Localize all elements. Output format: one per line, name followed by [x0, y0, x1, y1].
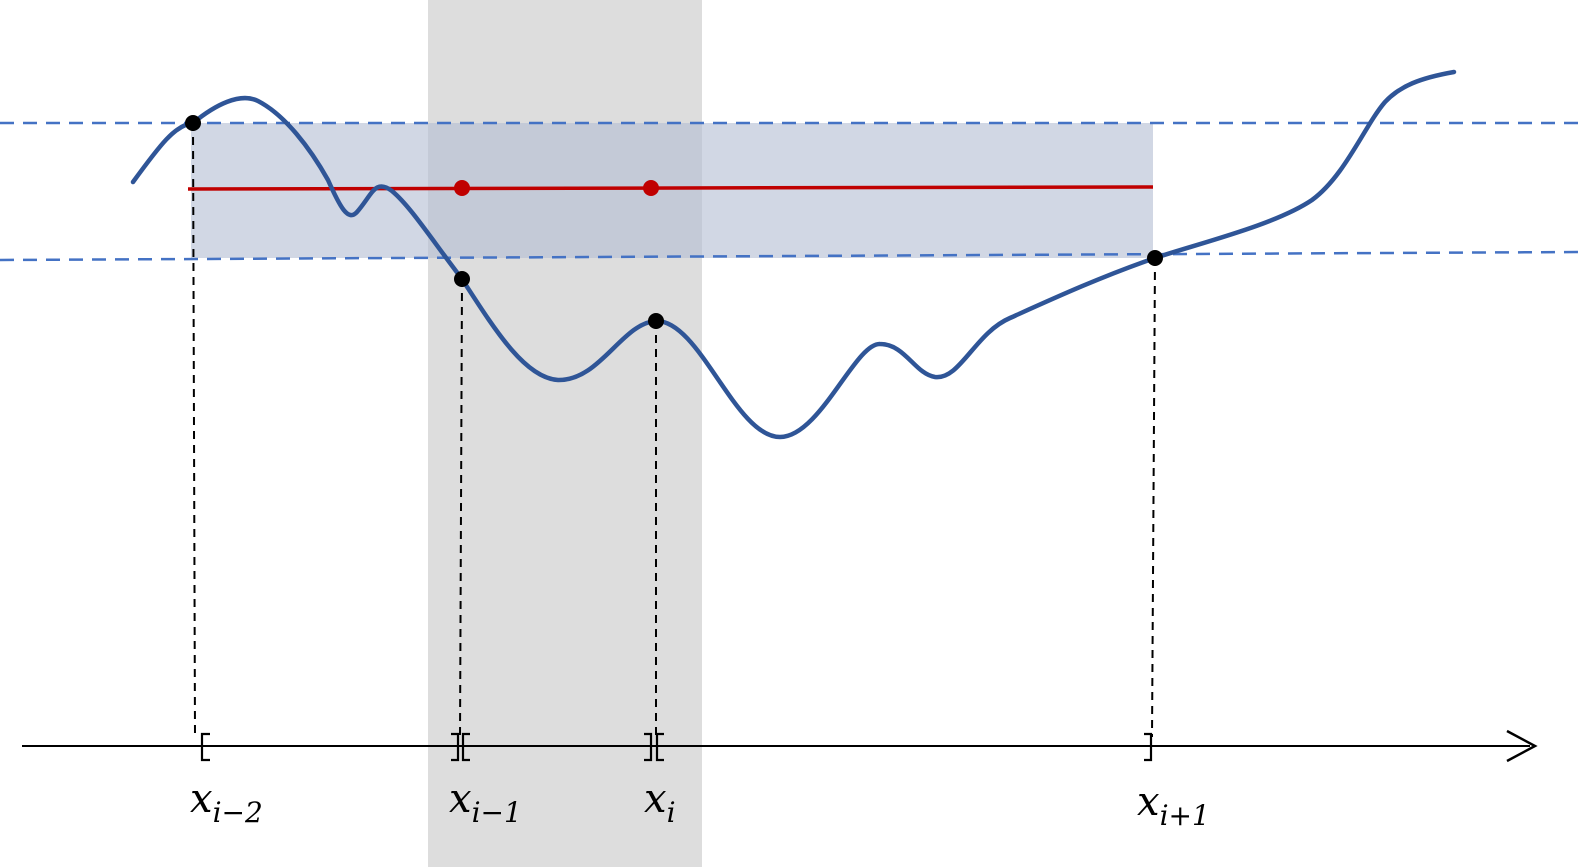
curve-point-3 [648, 313, 664, 329]
tick-label-x-i-2: xi−2 [190, 776, 263, 829]
mean-point-2 [643, 180, 659, 196]
bracket-close-x-i [644, 732, 653, 762]
tick-label-x-i-2-sub: i−2 [213, 796, 263, 829]
mean-line [187, 185, 1154, 191]
function-curve [130, 69, 1457, 440]
guide-line-4 [1151, 257, 1156, 738]
tick-label-x-i-2-base: x [190, 776, 213, 822]
mean-point-1 [454, 180, 470, 196]
tick-label-x-i-1: xi−1 [449, 776, 522, 829]
tick-label-x-i: xi [644, 776, 676, 829]
guide-line-1 [192, 122, 196, 738]
bracket-close-x-i-1 [451, 732, 460, 762]
curve-point-1 [185, 115, 201, 131]
bracket-open-x-i [655, 732, 664, 762]
curve-point-4 [1147, 250, 1163, 266]
tick-label-x-i+1-base: x [1137, 779, 1160, 825]
bracket-open-x-i-1 [461, 732, 470, 762]
x-axis-arrowhead [1506, 729, 1538, 763]
tick-label-x-i-1-sub: i−1 [472, 796, 522, 829]
tick-label-x-i+1-sub: i+1 [1160, 799, 1210, 832]
bracket-close-x-i+1 [1144, 732, 1153, 762]
tick-label-x-i-1-base: x [449, 776, 472, 822]
tick-label-x-i+1: xi+1 [1137, 779, 1210, 832]
lower-dashed-level-line [0, 250, 1581, 262]
tick-label-x-i-base: x [644, 776, 667, 822]
guide-line-2 [459, 278, 463, 738]
value-range-band [191, 123, 1153, 258]
bracket-open-x-i-2 [200, 732, 210, 762]
curve-point-2 [454, 271, 470, 287]
tick-label-x-i-sub: i [667, 796, 676, 829]
